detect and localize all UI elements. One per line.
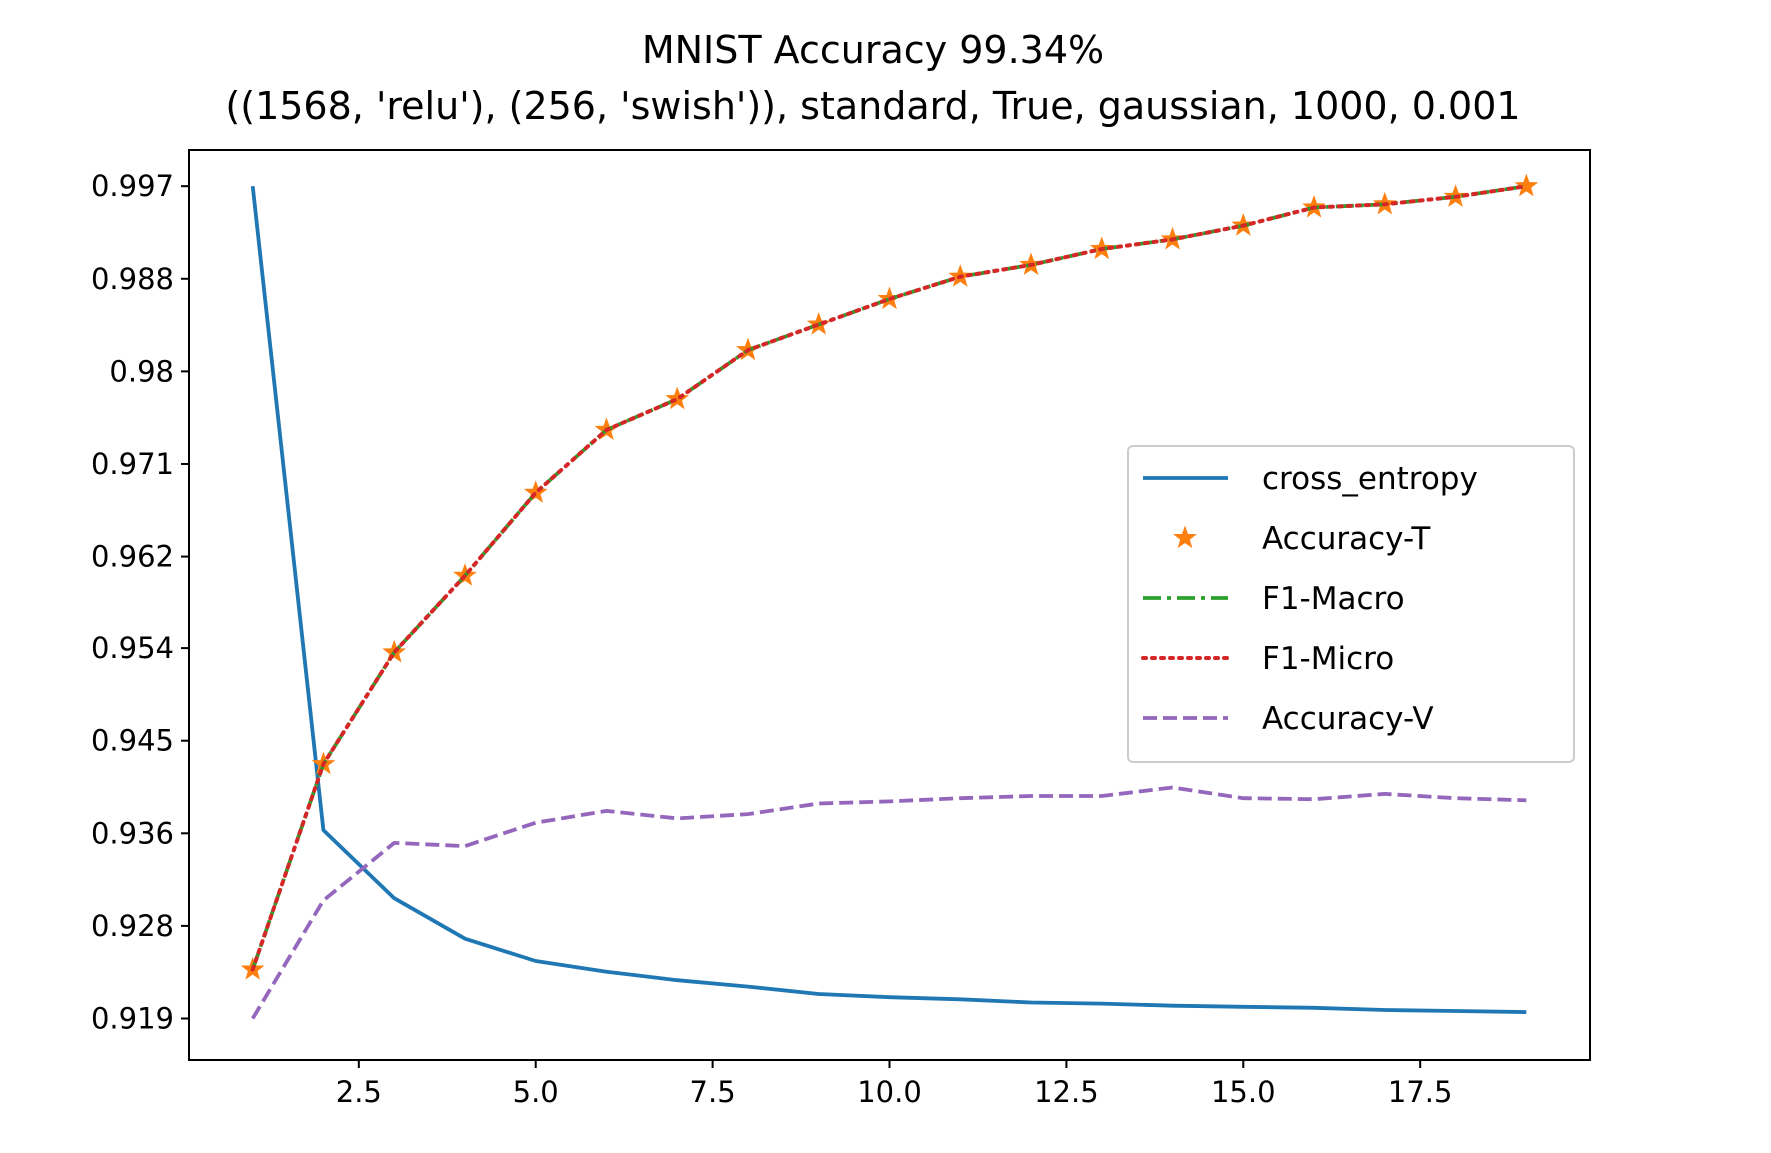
data-point-accuracy-t <box>665 386 690 410</box>
data-point-accuracy-t <box>1514 173 1539 197</box>
legend-item-accuracy-t: Accuracy-T <box>1173 521 1431 557</box>
y-tick-label: 0.954 <box>91 631 174 665</box>
legend-label: Accuracy-V <box>1262 701 1434 737</box>
legend-item-accuracy-v: Accuracy-V <box>1143 701 1434 737</box>
x-tick-label: 17.5 <box>1388 1075 1453 1109</box>
y-tick-label: 0.928 <box>91 909 174 943</box>
data-point-accuracy-t <box>523 480 548 503</box>
chart-subtitle: ((1568, 'relu'), (256, 'swish')), standa… <box>225 84 1520 128</box>
legend-item-f1-micro: F1-Micro <box>1141 641 1394 677</box>
y-tick-label: 0.936 <box>91 816 174 850</box>
legend: cross_entropy Accuracy-T F1-Macro F1-Micro A… <box>1127 445 1575 763</box>
x-tick-label: 12.5 <box>1034 1075 1099 1109</box>
y-tick-label: 0.971 <box>91 447 174 481</box>
y-tick-label: 0.945 <box>91 724 174 758</box>
y-tick-label: 0.98 <box>109 354 174 388</box>
x-tick-label: 15.0 <box>1211 1075 1276 1109</box>
legend-label: F1-Macro <box>1262 581 1405 617</box>
y-tick-label: 0.919 <box>91 1001 174 1035</box>
series-line-accuracy-v <box>251 785 1527 1020</box>
x-tick-label: 2.5 <box>336 1075 382 1109</box>
y-tick-label: 0.997 <box>91 169 174 203</box>
x-tick-label: 5.0 <box>513 1075 559 1109</box>
chart-title: MNIST Accuracy 99.34% <box>642 28 1104 72</box>
plot-area <box>240 173 1539 1020</box>
y-tick-label: 0.962 <box>91 540 174 574</box>
axes: 2.5 5.0 7.5 10.0 12.5 15.0 17.5 0.919 0.928 0.936… <box>91 149 1591 1109</box>
legend-label: Accuracy-T <box>1262 521 1431 557</box>
legend-item-f1-macro: F1-Macro <box>1143 581 1405 617</box>
x-tick-label: 7.5 <box>690 1075 736 1109</box>
legend-label: F1-Micro <box>1262 641 1394 677</box>
legend-label: cross_entropy <box>1262 461 1478 497</box>
series-line-f1-micro <box>250 184 1529 972</box>
series-line-cross-entropy <box>250 185 1527 1014</box>
legend-swatch <box>1173 525 1197 549</box>
legend-item-cross-entropy: cross_entropy <box>1143 461 1478 497</box>
x-tick-label: 10.0 <box>857 1075 922 1109</box>
legend-box <box>1127 445 1575 763</box>
y-tick-label: 0.988 <box>91 262 174 296</box>
